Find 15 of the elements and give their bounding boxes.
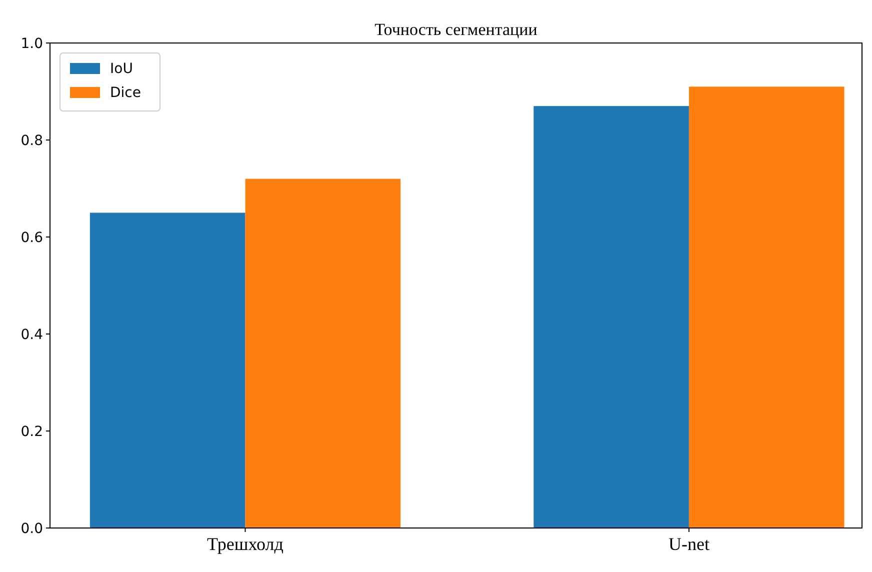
y-tick-label: 0.6 <box>20 230 44 246</box>
legend-label: IoU <box>110 61 133 77</box>
x-tick-label: Трешхолд <box>207 534 284 554</box>
legend-label: Dice <box>110 85 141 101</box>
y-tick-label: 0.2 <box>20 424 43 440</box>
bar <box>534 106 689 528</box>
bar <box>688 86 844 528</box>
y-tick-label: 0.0 <box>20 520 43 537</box>
y-tick-label: 1.0 <box>20 36 43 52</box>
y-tick-label: 0.8 <box>20 132 43 149</box>
bar <box>90 212 246 528</box>
chart-title: Точность сегментации <box>374 20 538 39</box>
bar <box>245 178 401 528</box>
x-tick-label: U-net <box>668 534 710 554</box>
y-tick-label: 0.4 <box>20 326 44 343</box>
